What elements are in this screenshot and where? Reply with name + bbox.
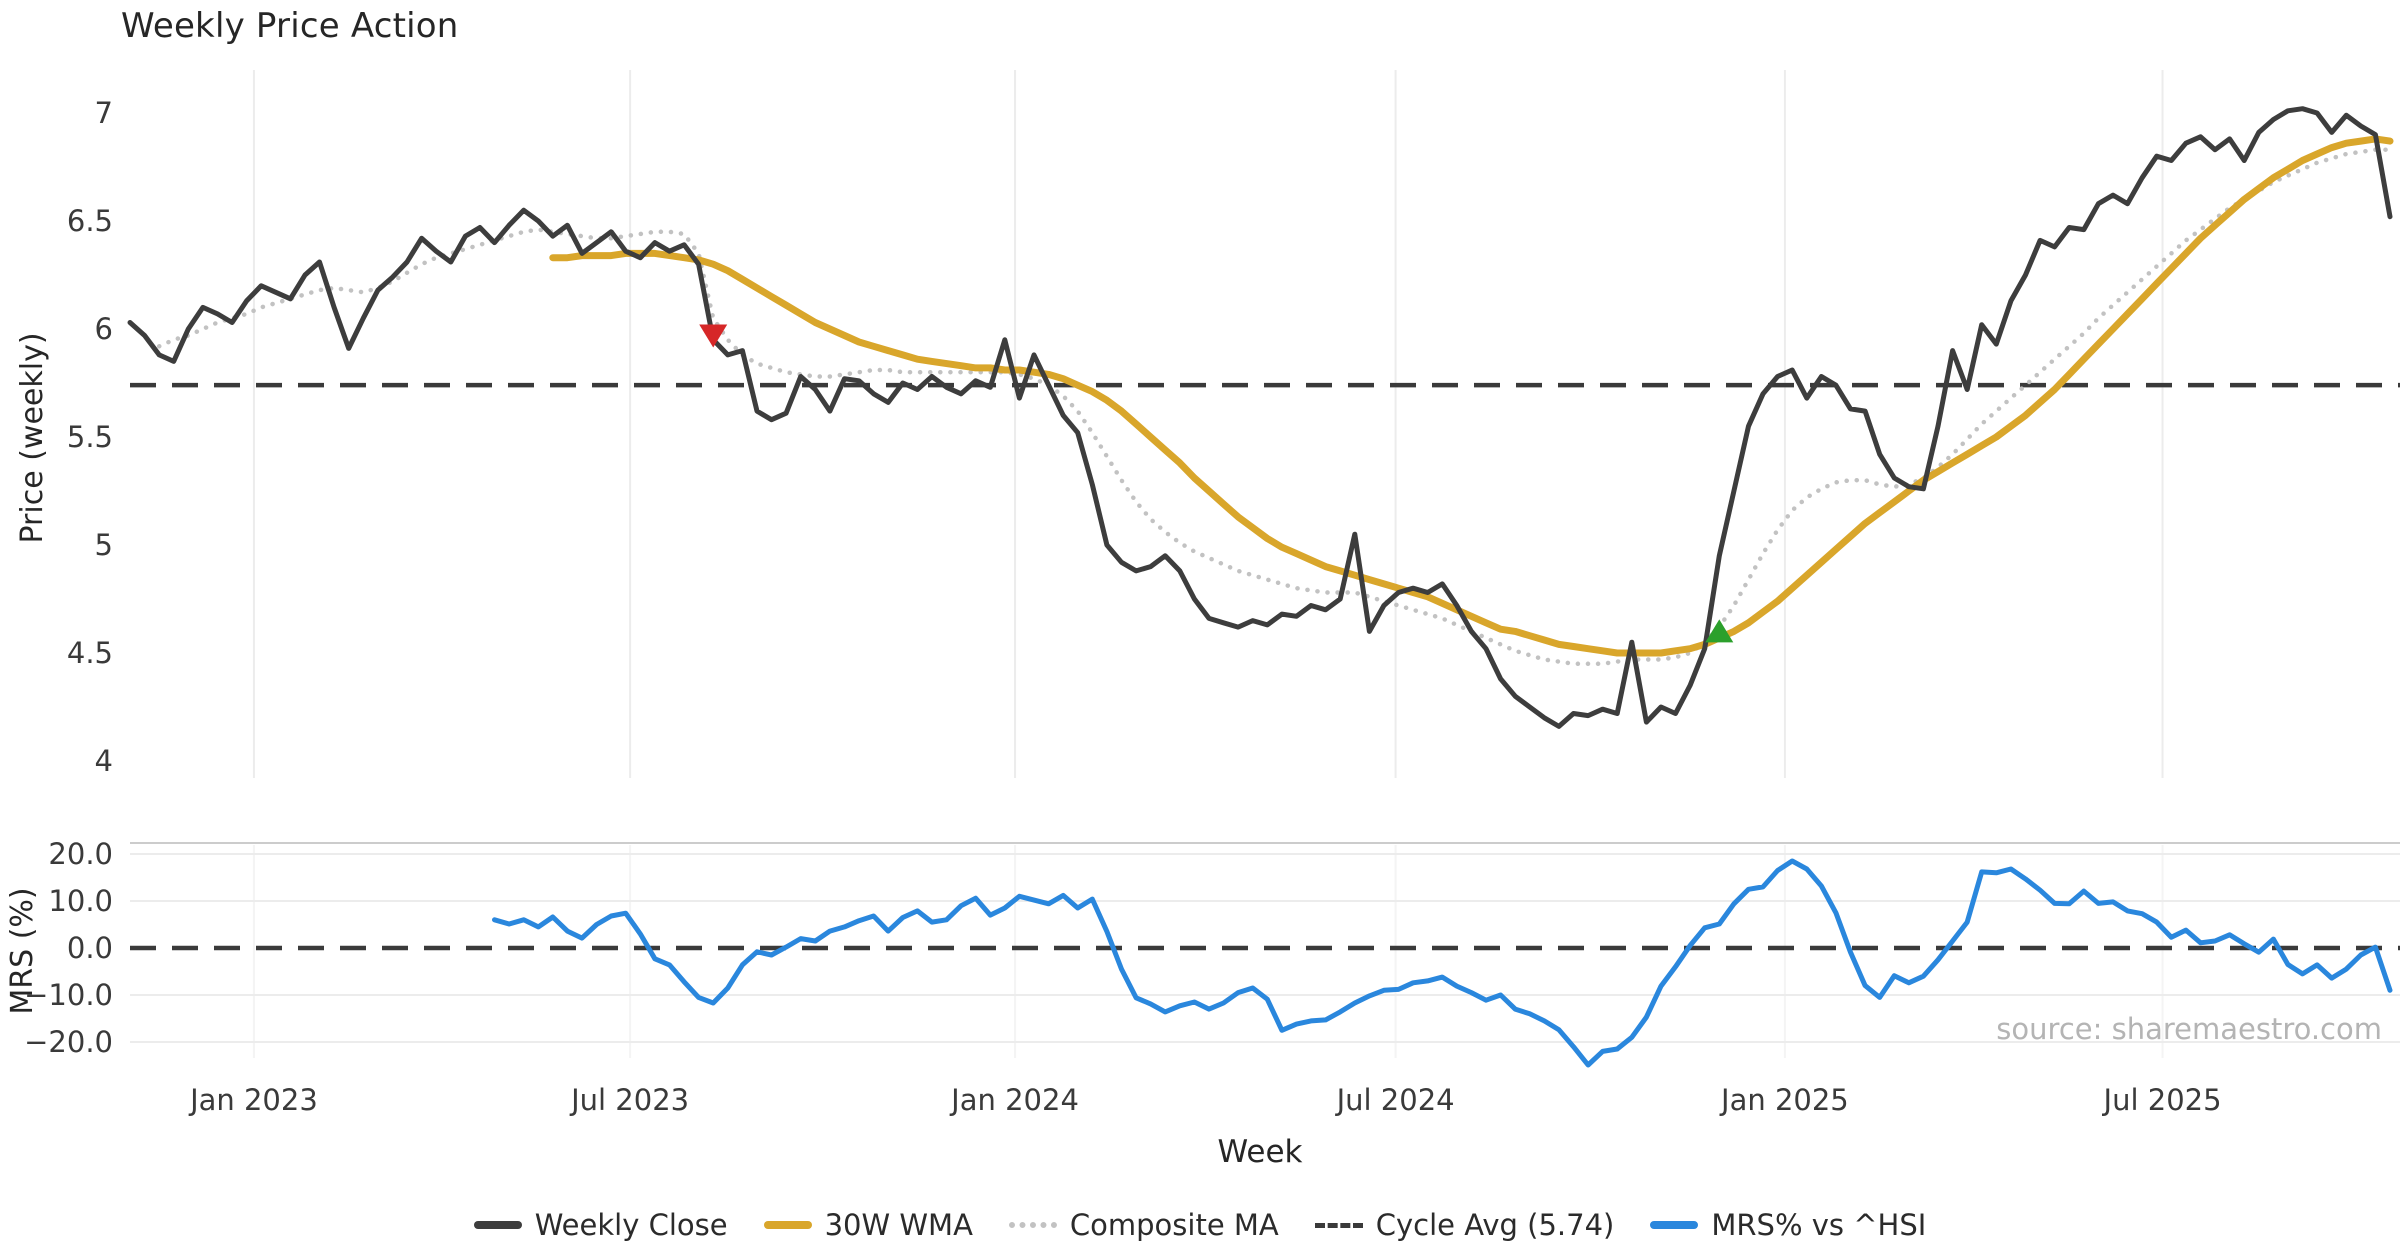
legend-item-30w-wma: 30W WMA: [763, 1208, 973, 1242]
x-axis-label: Week: [1218, 1134, 1303, 1170]
legend-label: 30W WMA: [824, 1208, 973, 1242]
price-panel: [127, 70, 2400, 778]
mrs-y-tick: 0.0: [67, 931, 113, 965]
legend-label: MRS% vs ^HSI: [1711, 1208, 1927, 1242]
legend-swatch: [1314, 1222, 1363, 1228]
price-y-axis-label: Price (weekly): [15, 332, 50, 543]
legend: Weekly Close 30W WMA Composite MA Cycle Avg…: [0, 1200, 2400, 1250]
sell-signal-marker: [699, 324, 728, 348]
x-tick: Jan 2025: [1719, 1083, 1849, 1117]
legend-label: Composite MA: [1069, 1208, 1279, 1242]
price-y-tick: 4: [95, 744, 113, 778]
legend-item-weekly-close: Weekly Close: [473, 1208, 728, 1242]
series-weekly-close: [127, 106, 2393, 729]
legend-item-cycle-avg-5-74-: Cycle Avg (5.74): [1314, 1208, 1615, 1242]
price-y-tick: 5.5: [67, 420, 113, 454]
legend-item-mrs-vs-hsi: MRS% vs ^HSI: [1650, 1208, 1926, 1242]
mrs-y-tick: 20.0: [48, 837, 113, 871]
price-y-tick: 4.5: [67, 636, 113, 670]
axis-labels: 4 4.5 5 5.5 6 6.5 7 20.0 10.0 0.0 −10.0 −20.0 Jan 20…: [5, 96, 2222, 1170]
mrs-y-tick: 10.0: [48, 884, 113, 918]
mrs-y-tick: −20.0: [24, 1025, 113, 1059]
legend-label: Cycle Avg (5.74): [1375, 1208, 1615, 1242]
price-y-tick: 5: [95, 528, 113, 562]
x-tick: Jul 2024: [1335, 1083, 1455, 1117]
legend-swatch: [473, 1221, 522, 1229]
legend-item-composite-ma: Composite MA: [1008, 1208, 1279, 1242]
price-y-tick: 7: [95, 96, 113, 130]
x-tick: Jul 2023: [569, 1083, 689, 1117]
legend-swatch: [1008, 1222, 1057, 1228]
series-composite-ma: [156, 147, 2393, 667]
buy-signal-marker: [1705, 619, 1734, 643]
legend-swatch: [763, 1221, 812, 1229]
x-tick: Jul 2025: [2102, 1083, 2222, 1117]
page-title: Weekly Price Action: [121, 6, 459, 46]
price-y-tick: 6: [95, 312, 113, 346]
x-tick: Jan 2023: [188, 1083, 318, 1117]
mrs-panel: [130, 842, 2400, 1068]
price-y-tick: 6.5: [67, 204, 113, 238]
legend-label: Weekly Close: [534, 1208, 728, 1242]
series-mrs-vs-hsi: [492, 858, 2393, 1068]
x-tick: Jan 2024: [949, 1083, 1079, 1117]
mrs-y-axis-label: MRS (%): [5, 887, 40, 1014]
legend-swatch: [1650, 1221, 1699, 1229]
source-note: source: sharemaestro.com: [1996, 1012, 2382, 1046]
mrs-y-tick: −10.0: [24, 978, 113, 1012]
series-30w-wma: [549, 135, 2394, 657]
